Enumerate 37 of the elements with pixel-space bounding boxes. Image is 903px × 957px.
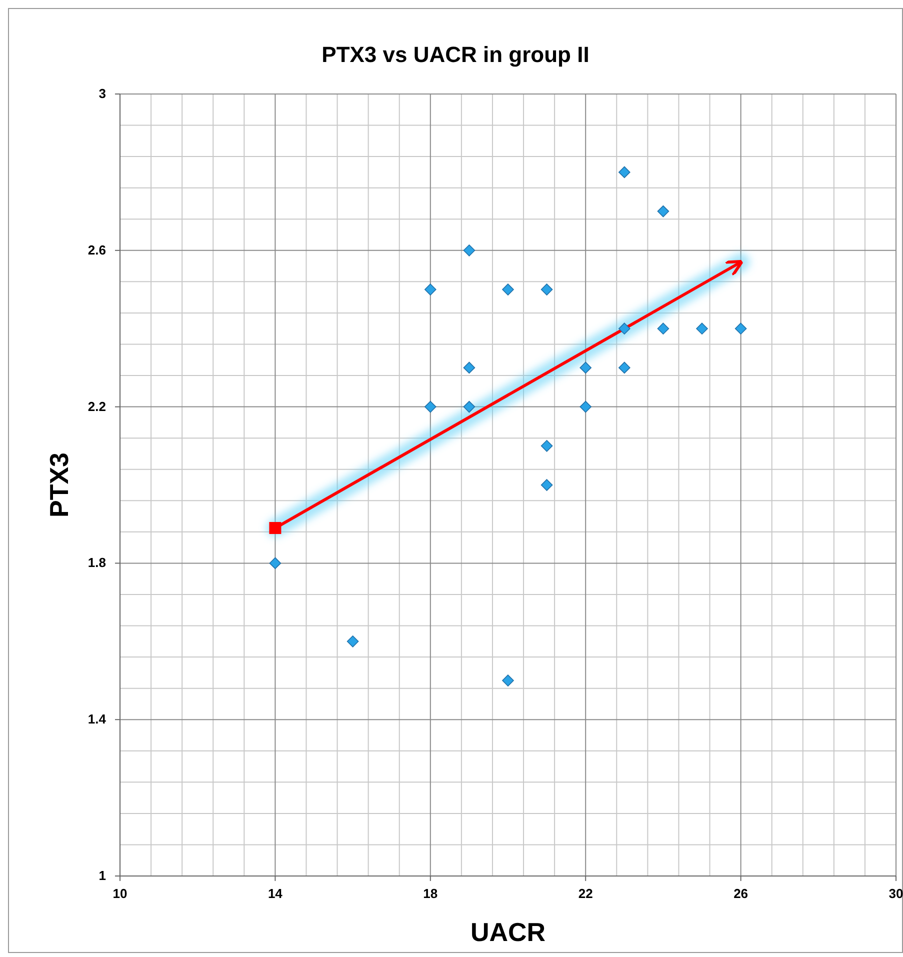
point bbox=[580, 400, 592, 413]
point bbox=[346, 636, 359, 648]
y-tick-label: 2.2 bbox=[88, 398, 106, 414]
y-tick-label: 1.8 bbox=[88, 555, 106, 570]
point bbox=[618, 362, 630, 374]
point bbox=[657, 322, 670, 334]
point bbox=[463, 362, 476, 374]
chart-title: PTX3 vs UACR in group II bbox=[322, 42, 590, 67]
x-tick-label: 26 bbox=[734, 886, 748, 901]
point bbox=[269, 522, 282, 534]
y-tick-label: 1.4 bbox=[88, 712, 107, 727]
point bbox=[540, 440, 553, 452]
point bbox=[269, 557, 282, 570]
point bbox=[463, 244, 476, 256]
point bbox=[502, 674, 514, 686]
x-tick-label: 10 bbox=[112, 886, 128, 901]
y-tick-label: 1 bbox=[98, 868, 106, 883]
point bbox=[618, 166, 630, 178]
x-tick-label: 18 bbox=[423, 886, 438, 901]
point bbox=[618, 322, 630, 334]
point bbox=[424, 400, 436, 413]
point bbox=[696, 322, 708, 334]
x-tick-label: 22 bbox=[578, 886, 593, 901]
point bbox=[424, 284, 436, 296]
point bbox=[502, 284, 514, 296]
y-tick-label: 2.6 bbox=[88, 242, 106, 258]
x-tick-label: 14 bbox=[268, 886, 284, 901]
y-tick-label: 3 bbox=[98, 86, 106, 101]
x-tick-label: 30 bbox=[888, 886, 903, 901]
point bbox=[657, 205, 670, 218]
y-axis-title: PTX3 bbox=[44, 452, 74, 518]
x-axis-title: UACR bbox=[470, 917, 546, 947]
point bbox=[540, 284, 553, 296]
point bbox=[540, 479, 553, 491]
point bbox=[580, 362, 592, 374]
point bbox=[463, 400, 476, 413]
point bbox=[734, 322, 747, 334]
